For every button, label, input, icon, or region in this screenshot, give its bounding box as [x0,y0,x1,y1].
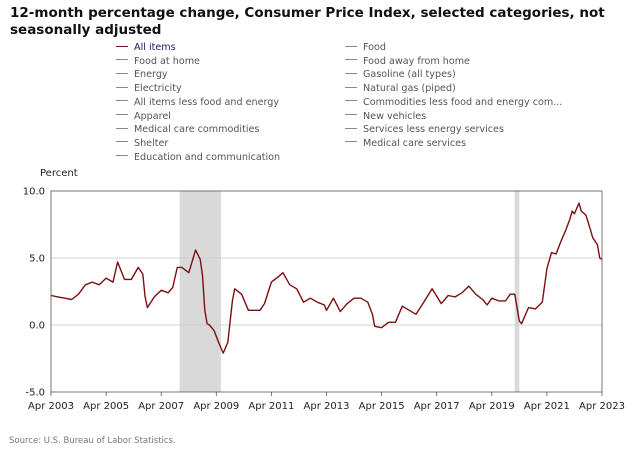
recession-band [179,191,221,392]
legend-item[interactable]: Food [345,41,585,54]
legend-label: Education and communication [134,151,281,163]
legend-swatch [116,72,128,74]
legend-swatch [116,114,128,115]
legend-item[interactable]: Medical care commodities [116,123,331,136]
legend-swatch [116,45,128,47]
legend-item[interactable]: Services less energy services [345,123,585,136]
legend-swatch [345,114,357,115]
legend-item[interactable]: Gasoline (all types) [345,68,585,81]
legend-item[interactable]: Food away from home [345,55,585,68]
legend-swatch [345,45,357,47]
legend-item[interactable]: Education and communication [116,151,331,164]
chart-title: 12-month percentage change, Consumer Pri… [10,5,605,38]
legend-label: All items less food and energy [134,96,280,108]
legend-item[interactable]: Shelter [116,137,331,150]
legend-label: Services less energy services [363,124,504,136]
legend-label: Food at home [134,55,200,67]
legend-swatch [116,127,128,129]
legend-item[interactable]: Electricity [116,82,331,95]
legend-swatch [116,141,128,143]
legend-item[interactable]: Energy [116,68,331,81]
y-tick-label: 5.0 [29,254,45,265]
y-tick-label: 0.0 [29,321,45,332]
legend-item[interactable]: New vehicles [345,110,585,123]
legend-swatch [345,59,357,61]
legend-item[interactable]: All items [116,41,331,54]
x-tick-label: Apr 2013 [304,401,350,412]
legend-swatch [116,59,128,61]
x-tick-label: Apr 2011 [248,401,294,412]
x-tick-label: Apr 2017 [414,401,460,412]
legend-item[interactable]: Natural gas (piped) [345,82,585,95]
x-tick-label: Apr 2007 [138,401,184,412]
legend-label: Medical care commodities [134,124,260,136]
legend-swatch [345,72,357,74]
legend-label: Energy [134,69,168,81]
legend-swatch [116,100,128,102]
legend-swatch [345,100,357,102]
legend-item[interactable]: Medical care services [345,137,585,150]
legend-swatch [116,86,128,88]
legend-label: Electricity [134,83,182,95]
legend-label: Gasoline (all types) [363,69,456,81]
legend-swatch [345,86,357,88]
x-tick-label: Apr 2021 [524,401,570,412]
x-tick-label: Apr 2005 [83,401,129,412]
legend-label: Shelter [134,137,169,149]
legend-item[interactable]: All items less food and energy [116,96,331,109]
x-tick-label: Apr 2015 [359,401,405,412]
legend-swatch [116,155,128,157]
legend-label: All items [134,42,176,53]
x-tick-label: Apr 2003 [28,401,74,412]
recession-band [514,191,520,392]
legend-swatch [345,127,357,129]
x-tick-label: Apr 2009 [193,401,239,412]
legend-swatch [345,141,357,143]
y-tick-label: -5.0 [25,388,45,399]
legend-label: Medical care services [363,137,467,149]
y-tick-label: 10.0 [23,187,45,198]
legend-label: Food away from home [363,55,470,67]
source-note: Source: U.S. Bureau of Labor Statistics. [9,436,176,446]
series-line-all-items [50,202,603,354]
y-axis-label: Percent [40,168,78,179]
x-tick-label: Apr 2023 [579,401,625,412]
legend-item[interactable]: Apparel [116,110,331,123]
legend-item[interactable]: Food at home [116,55,331,68]
legend-label: Food [363,42,387,53]
x-tick-label: Apr 2019 [469,401,515,412]
legend-label: Apparel [134,110,171,122]
legend-label: Natural gas (piped) [363,83,456,95]
legend-label: Commodities less food and energy com... [363,96,563,108]
legend-item[interactable]: Commodities less food and energy com... [345,96,585,109]
legend-label: New vehicles [363,110,427,122]
